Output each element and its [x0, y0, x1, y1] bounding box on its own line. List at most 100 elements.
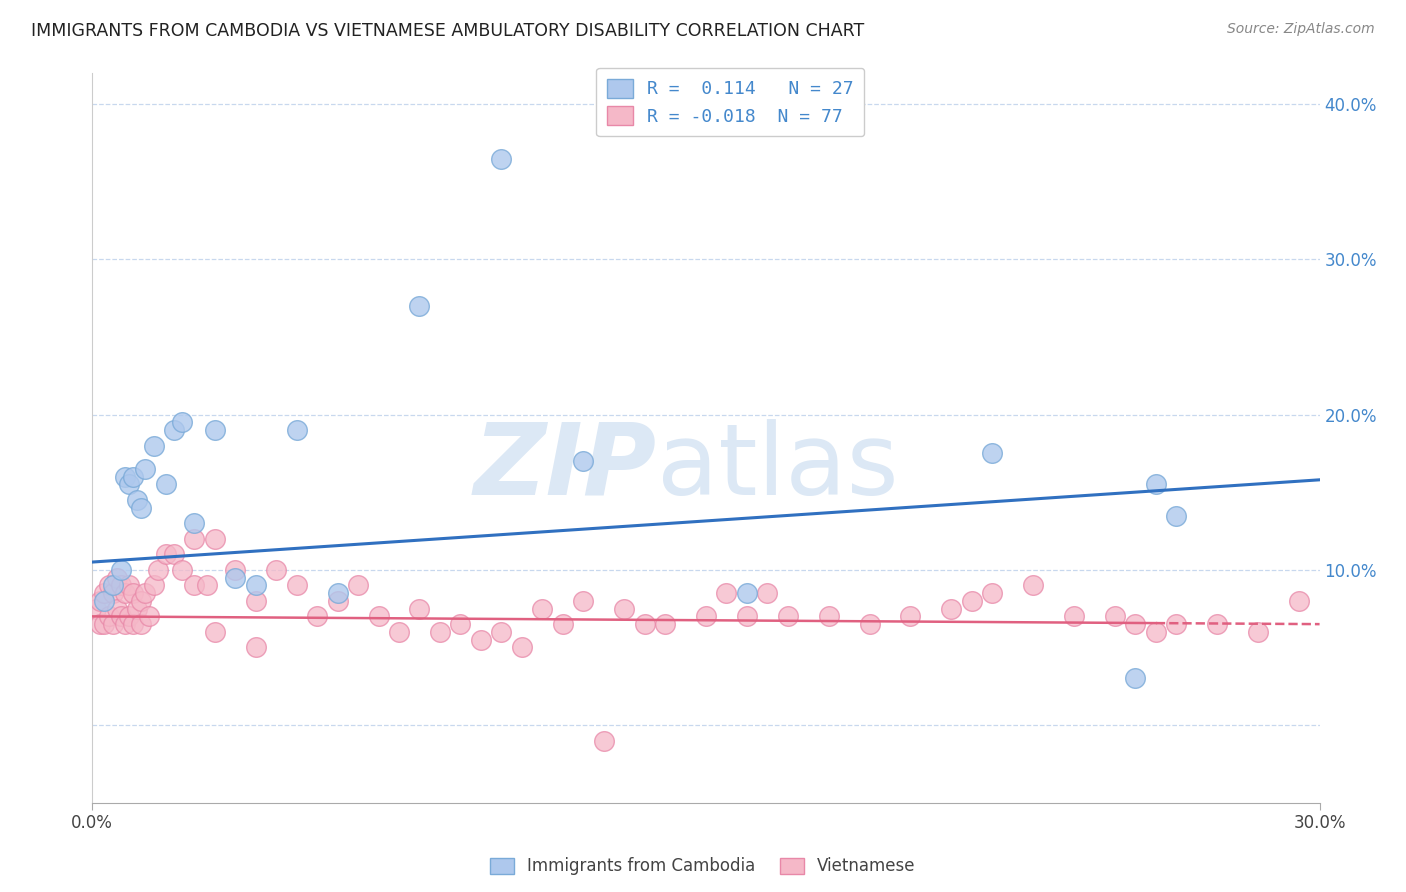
Point: [817, 609, 839, 624]
Point: [172, 563, 194, 577]
Point: [1247, 624, 1270, 639]
Point: [1206, 617, 1229, 632]
Point: [224, 563, 246, 577]
Point: [756, 586, 779, 600]
Text: ZIP: ZIP: [474, 418, 657, 516]
Point: [118, 609, 141, 624]
Point: [101, 617, 124, 632]
Point: [1063, 609, 1085, 624]
Point: [900, 609, 922, 624]
Point: [245, 578, 267, 592]
Point: [695, 609, 717, 624]
Point: [142, 439, 165, 453]
Point: [1144, 624, 1167, 639]
Point: [155, 547, 177, 561]
Point: [1166, 617, 1188, 632]
Point: [572, 594, 595, 608]
Point: [1125, 672, 1147, 686]
Point: [101, 578, 124, 592]
Point: [122, 469, 145, 483]
Point: [110, 578, 132, 592]
Point: [491, 624, 513, 639]
Point: [204, 624, 226, 639]
Point: [654, 617, 676, 632]
Point: [1104, 609, 1126, 624]
Point: [122, 617, 145, 632]
Point: [93, 594, 115, 608]
Point: [572, 454, 595, 468]
Point: [245, 594, 267, 608]
Point: [195, 578, 218, 592]
Point: [592, 733, 614, 747]
Point: [172, 416, 194, 430]
Point: [347, 578, 370, 592]
Point: [105, 601, 128, 615]
Point: [716, 586, 738, 600]
Point: [981, 446, 1004, 460]
Point: [858, 617, 880, 632]
Text: IMMIGRANTS FROM CAMBODIA VS VIETNAMESE AMBULATORY DISABILITY CORRELATION CHART: IMMIGRANTS FROM CAMBODIA VS VIETNAMESE A…: [31, 22, 865, 40]
Point: [105, 571, 128, 585]
Point: [326, 594, 349, 608]
Point: [89, 594, 111, 608]
Point: [326, 586, 349, 600]
Point: [110, 563, 132, 577]
Point: [146, 563, 169, 577]
Point: [735, 609, 758, 624]
Point: [183, 516, 205, 531]
Text: Source: ZipAtlas.com: Source: ZipAtlas.com: [1227, 22, 1375, 37]
Point: [101, 586, 124, 600]
Point: [981, 586, 1004, 600]
Legend: R =  0.114   N = 27, R = -0.018  N = 77: R = 0.114 N = 27, R = -0.018 N = 77: [596, 68, 865, 136]
Point: [97, 609, 120, 624]
Point: [93, 617, 115, 632]
Point: [408, 299, 430, 313]
Point: [163, 547, 186, 561]
Point: [97, 578, 120, 592]
Point: [129, 594, 152, 608]
Point: [134, 462, 156, 476]
Point: [429, 624, 451, 639]
Point: [163, 423, 186, 437]
Point: [114, 586, 136, 600]
Point: [633, 617, 655, 632]
Point: [118, 477, 141, 491]
Point: [491, 152, 513, 166]
Point: [449, 617, 471, 632]
Point: [122, 586, 145, 600]
Point: [551, 617, 574, 632]
Point: [114, 617, 136, 632]
Point: [307, 609, 329, 624]
Point: [93, 586, 115, 600]
Point: [114, 469, 136, 483]
Point: [776, 609, 799, 624]
Point: [129, 617, 152, 632]
Point: [1288, 594, 1310, 608]
Point: [285, 423, 308, 437]
Point: [1125, 617, 1147, 632]
Point: [183, 532, 205, 546]
Legend: Immigrants from Cambodia, Vietnamese: Immigrants from Cambodia, Vietnamese: [482, 849, 924, 884]
Point: [84, 601, 107, 615]
Point: [110, 609, 132, 624]
Point: [129, 500, 152, 515]
Point: [118, 578, 141, 592]
Point: [285, 578, 308, 592]
Point: [613, 601, 636, 615]
Point: [89, 617, 111, 632]
Point: [960, 594, 983, 608]
Point: [388, 624, 411, 639]
Point: [1166, 508, 1188, 523]
Point: [531, 601, 554, 615]
Point: [127, 601, 149, 615]
Point: [204, 532, 226, 546]
Point: [941, 601, 963, 615]
Point: [134, 586, 156, 600]
Point: [245, 640, 267, 655]
Point: [1022, 578, 1045, 592]
Point: [142, 578, 165, 592]
Point: [155, 477, 177, 491]
Point: [224, 571, 246, 585]
Point: [367, 609, 389, 624]
Point: [1144, 477, 1167, 491]
